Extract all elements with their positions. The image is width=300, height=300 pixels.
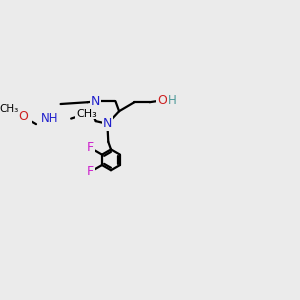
Text: F: F: [87, 165, 94, 178]
Text: H: H: [168, 94, 177, 107]
Text: N: N: [91, 95, 100, 108]
Text: F: F: [87, 141, 94, 154]
Text: CH₃: CH₃: [0, 104, 18, 114]
Text: NH: NH: [41, 112, 59, 125]
Text: O: O: [158, 94, 167, 107]
Text: O: O: [18, 110, 28, 123]
Text: CH₃: CH₃: [76, 109, 97, 118]
Text: N: N: [103, 117, 112, 130]
